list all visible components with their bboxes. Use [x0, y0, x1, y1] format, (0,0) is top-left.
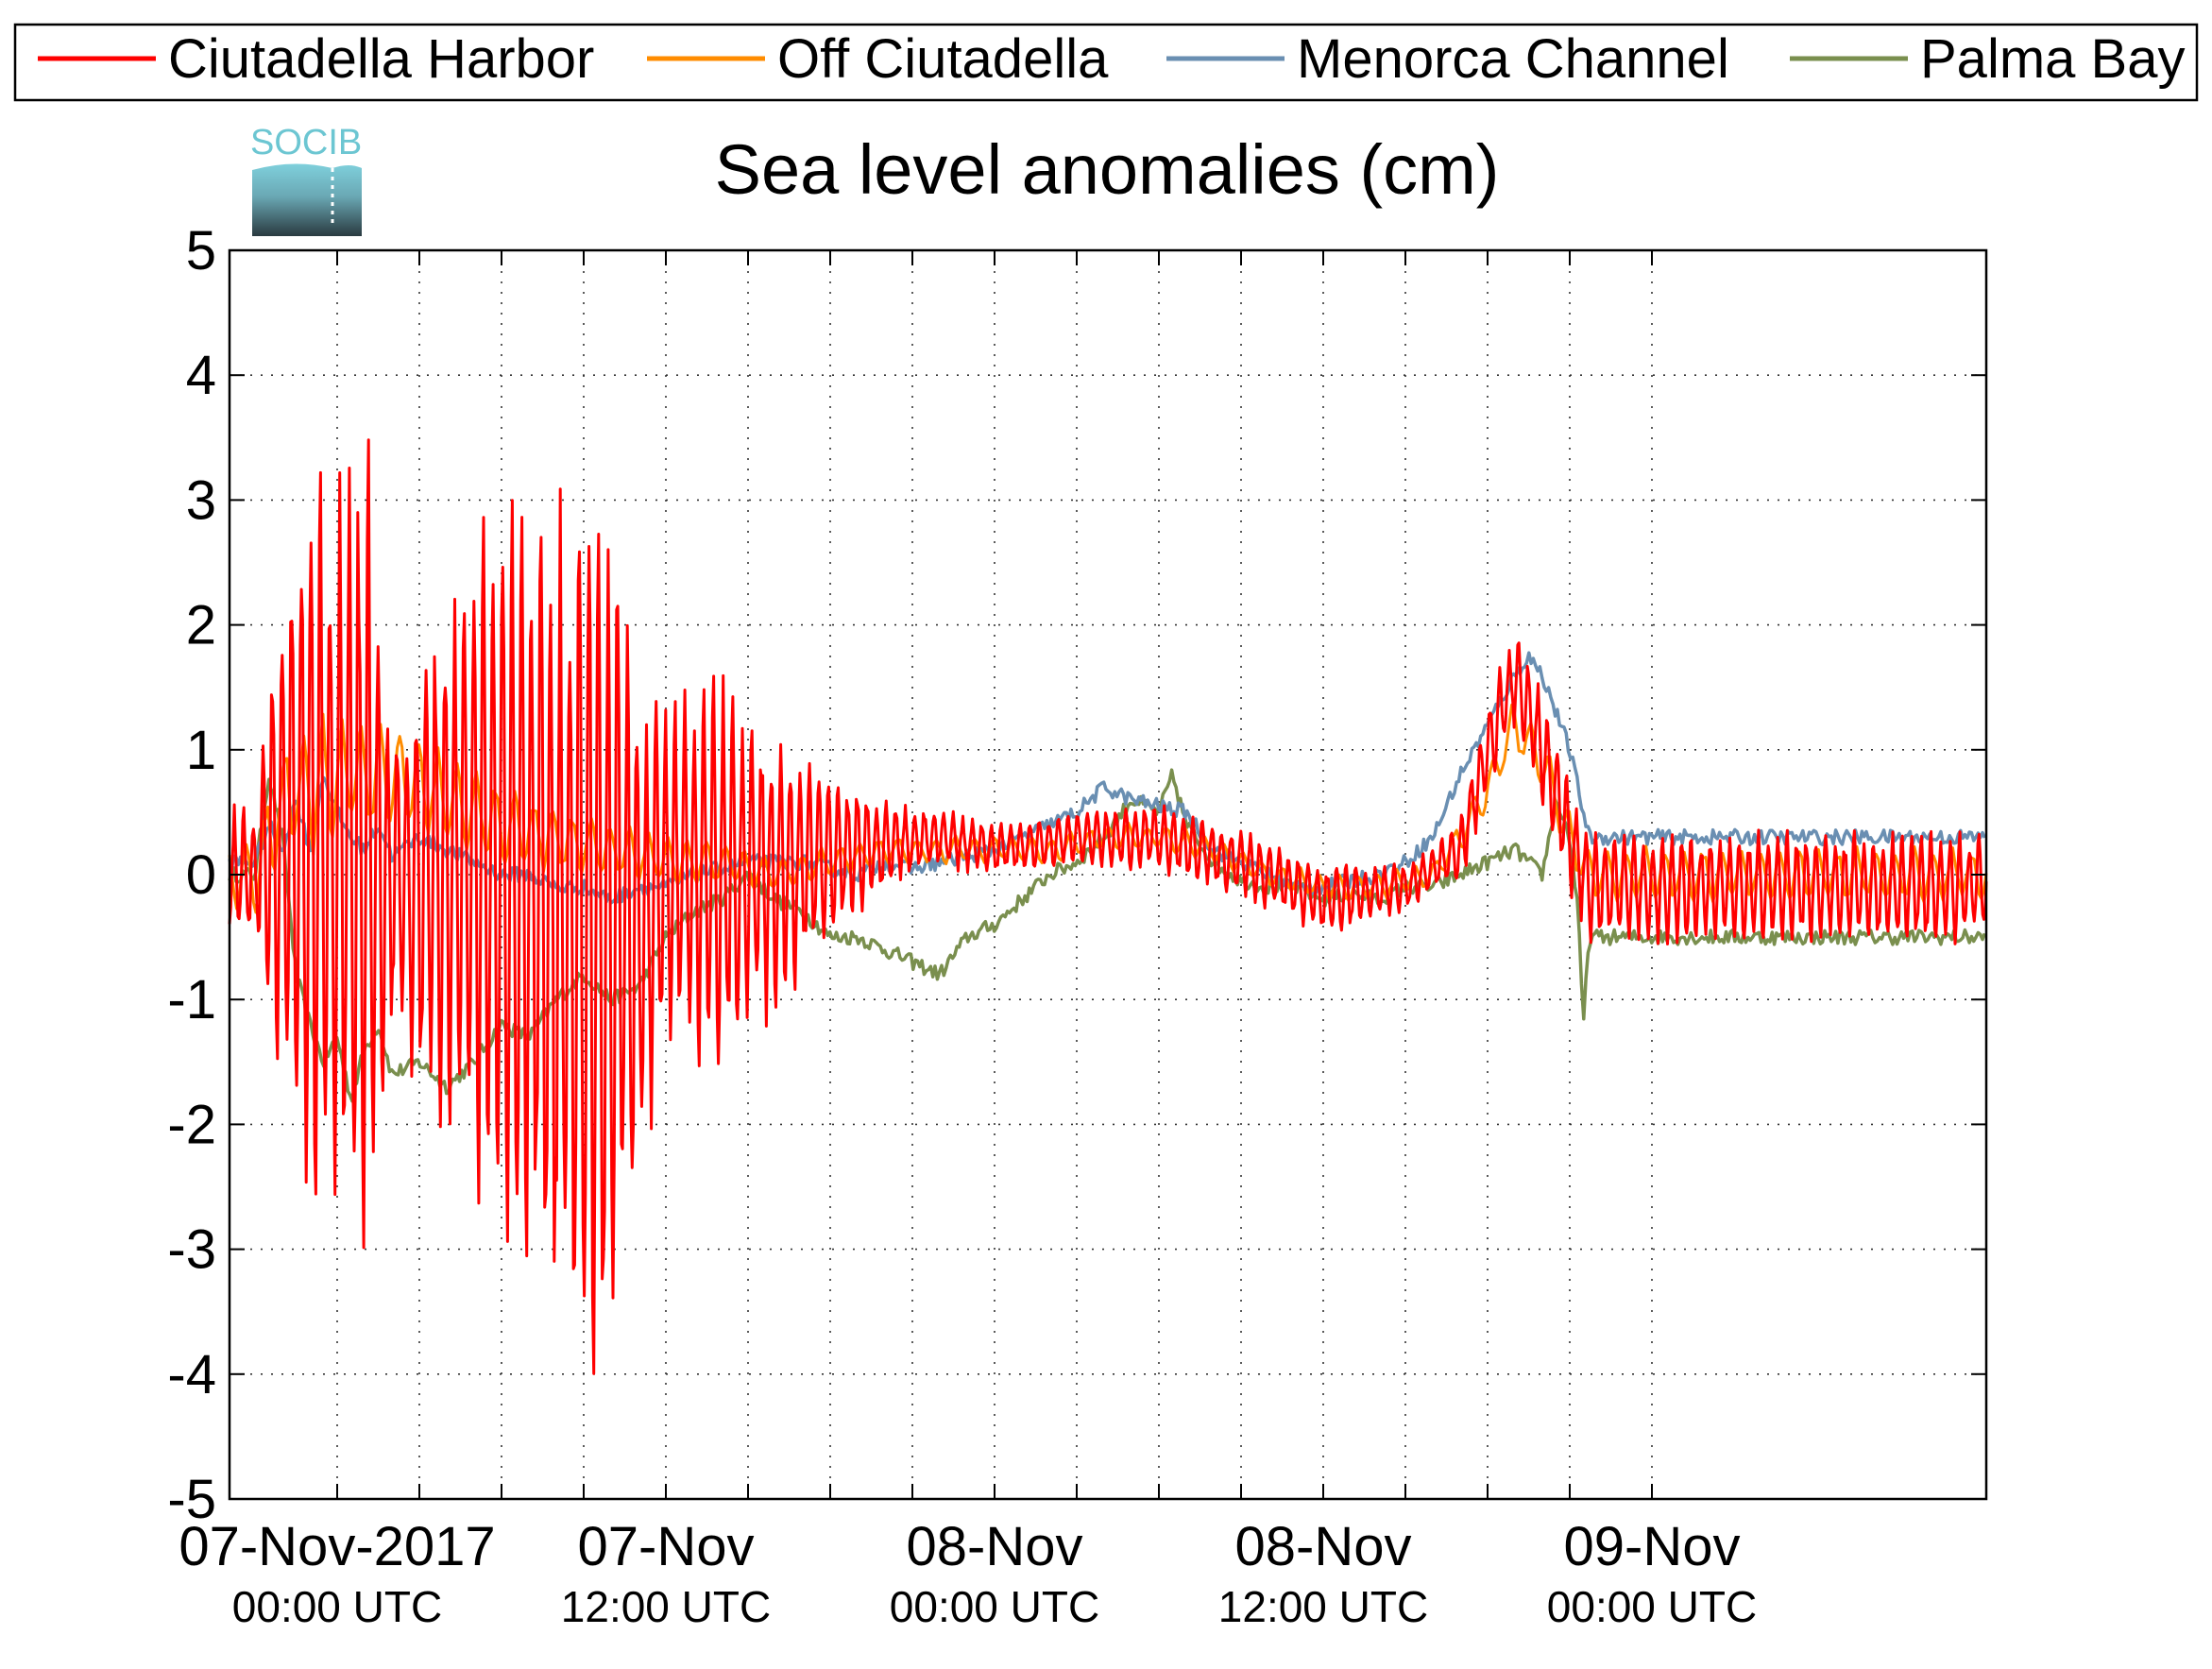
series-line-palma-bay [228, 768, 1986, 1103]
series-group [228, 438, 1988, 1375]
ticks [230, 249, 1986, 1500]
y-tick-label: 3 [186, 469, 216, 531]
x-tick-label-time: 12:00 UTC [561, 1582, 771, 1631]
legend: Ciutadella Harbor Off Ciutadella Menorca… [13, 23, 2199, 102]
socib-logo: SOCIB [250, 123, 362, 236]
x-tick-label-date: 08-Nov [1235, 1516, 1412, 1577]
y-tick-labels: 5 4 3 2 1 0 -1 -2 -3 -4 -5 [167, 220, 216, 1530]
legend-label-1: Off Ciutadella [777, 28, 1109, 90]
chart-title: Sea level anomalies (cm) [715, 130, 1500, 209]
y-tick-label: 1 [186, 720, 216, 781]
y-tick-label: 0 [186, 844, 216, 906]
x-tick-label-time: 00:00 UTC [232, 1582, 442, 1631]
x-tick-label-date: 07-Nov [578, 1516, 755, 1577]
x-tick-label-time: 00:00 UTC [1547, 1582, 1757, 1631]
y-tick-label: 4 [186, 345, 216, 406]
y-tick-label: -4 [167, 1344, 216, 1405]
legend-label-2: Menorca Channel [1297, 28, 1729, 90]
x-tick-label-time: 12:00 UTC [1218, 1582, 1428, 1631]
series-line-menorca-channel [228, 651, 1986, 905]
x-tick-label-date: 08-Nov [907, 1516, 1083, 1577]
legend-label-3: Palma Bay [1920, 28, 2185, 90]
socib-logo-wave [252, 163, 362, 236]
x-tick-label-date: 07-Nov-2017 [179, 1516, 495, 1577]
y-tick-label: -2 [167, 1094, 216, 1155]
y-tick-label: -5 [167, 1469, 216, 1530]
y-tick-label: 5 [186, 220, 216, 281]
x-tick-label-time: 00:00 UTC [890, 1582, 1099, 1631]
legend-label-0: Ciutadella Harbor [168, 28, 594, 90]
y-tick-label: -1 [167, 969, 216, 1030]
x-tick-label-date: 09-Nov [1564, 1516, 1741, 1577]
y-tick-label: 2 [186, 595, 216, 656]
socib-logo-text: SOCIB [250, 123, 362, 162]
y-tick-label: -3 [167, 1219, 216, 1281]
x-tick-labels: 07-Nov-2017 00:00 UTC 07-Nov 12:00 UTC 08-No… [179, 1516, 1757, 1631]
series-line-ciutadella-harbor [228, 438, 1988, 1375]
legend-box [13, 23, 2199, 102]
